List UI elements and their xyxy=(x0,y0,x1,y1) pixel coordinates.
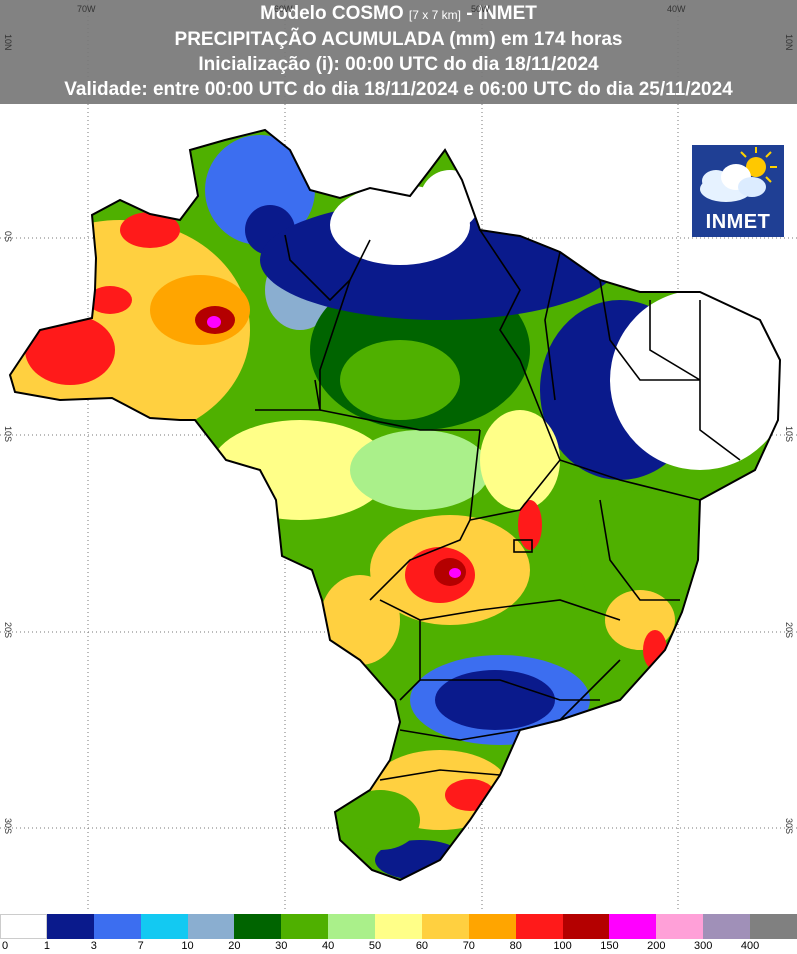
lat-label-left-0s: 0S xyxy=(3,231,13,243)
sun-cloud-icon xyxy=(700,147,777,202)
legend-swatch xyxy=(234,914,282,939)
lon-label-60w: 60W xyxy=(274,4,293,14)
lat-label-left-10s: 10S xyxy=(3,426,13,443)
legend-tick-label: 0 xyxy=(1,940,9,952)
legend-swatch xyxy=(328,914,376,939)
legend-swatch xyxy=(187,914,235,939)
brazil-outline xyxy=(8,128,782,882)
legend-tick-label: 3 xyxy=(90,940,97,952)
legend-swatch xyxy=(281,914,329,939)
legend-swatch xyxy=(93,914,142,939)
inmet-logo: INMET xyxy=(692,145,784,237)
lat-label-right-20s: 20S xyxy=(784,622,794,639)
legend-swatch xyxy=(656,914,704,939)
lat-label-left-30s: 30S xyxy=(3,818,13,835)
legend-swatch xyxy=(140,914,189,939)
precipitation-field xyxy=(10,130,780,880)
legend-swatch xyxy=(0,914,48,939)
state-borders xyxy=(255,229,741,781)
precipitation-map-svg xyxy=(0,0,797,910)
precipitation-map: Modelo COSMO [7 x 7 km] - INMET PRECIPIT… xyxy=(0,0,797,910)
legend-swatch xyxy=(421,914,470,939)
legend-swatch xyxy=(562,914,610,939)
legend-tick-label: 30 xyxy=(275,940,288,952)
legend-tick-label: 7 xyxy=(137,940,144,952)
legend-swatch xyxy=(468,914,517,939)
legend-tick-label: 80 xyxy=(509,940,522,952)
legend-tick-label: 10 xyxy=(181,940,194,952)
product-title: PRECIPITAÇÃO ACUMULADA (mm) em 174 horas xyxy=(174,29,623,50)
legend-swatch xyxy=(375,914,423,939)
legend-swatch xyxy=(703,914,751,939)
legend-swatch xyxy=(609,914,657,939)
lat-label-right-10n: 10N xyxy=(784,34,794,51)
model-title: Modelo COSMO [7 x 7 km] - INMET xyxy=(260,3,537,24)
legend-tick-label: 50 xyxy=(368,940,382,952)
lon-label-40w: 40W xyxy=(667,4,686,14)
color-legend: 0 1 3 7 10 20 30 40 50 60 70 80 100 150 200 300 400 xyxy=(0,914,797,954)
lat-label-right-30s: 30S xyxy=(784,818,794,835)
legend-tick-label: 60 xyxy=(415,940,429,952)
lat-label-left-20s: 20S xyxy=(3,622,13,639)
lon-label-50w: 50W xyxy=(471,4,490,14)
legend-tick-label: 40 xyxy=(322,940,335,952)
logo-text: INMET xyxy=(705,211,771,233)
legend-tick-label: 150 xyxy=(600,940,619,952)
legend-swatch xyxy=(750,914,797,939)
map-header: Modelo COSMO [7 x 7 km] - INMET PRECIPIT… xyxy=(0,0,797,104)
validity-text: Validade: entre 00:00 UTC do dia 18/11/2… xyxy=(64,79,733,100)
lon-label-70w: 70W xyxy=(77,4,96,14)
legend-tick-label: 200 xyxy=(647,940,666,952)
lat-label-right-10s: 10S xyxy=(784,426,794,443)
legend-tick-label: 300 xyxy=(694,940,713,952)
initialization-text: Inicialização (i): 00:00 UTC do dia 18/1… xyxy=(198,54,599,75)
lat-label-left-10n: 10N xyxy=(3,34,13,51)
legend-tick-label: 100 xyxy=(553,940,572,952)
legend-tick-label: 1 xyxy=(43,940,50,952)
legend-tick-label: 70 xyxy=(462,940,475,952)
legend-tick-label: 20 xyxy=(228,940,241,952)
legend-swatch xyxy=(515,914,564,939)
legend-tick-label: 400 xyxy=(740,940,760,952)
legend-swatch xyxy=(46,914,95,939)
federal-district-border xyxy=(513,539,533,553)
